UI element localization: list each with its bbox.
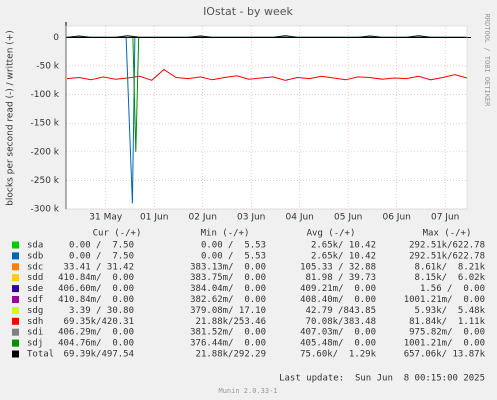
y-tick-label: -150 k (31, 119, 60, 129)
legend-value: 8.61k/ 8.21k (415, 262, 486, 272)
legend-value: 5.93k/ 5.48k (415, 306, 486, 316)
legend-value: 406.29m/ 0.00 (58, 328, 134, 338)
legend-value: 81.98 / 39.73 (306, 273, 376, 283)
y-tick-label: -200 k (31, 147, 60, 157)
legend-value: 33.41 / 31.42 (64, 262, 134, 272)
legend-value: 21.88k/292.29 (196, 350, 266, 360)
legend-swatch (12, 350, 19, 358)
x-tick-label: 01 Jun (140, 213, 168, 223)
legend-value: 1001.21m/ 0.00 (404, 339, 485, 349)
legend-value: 0.00 / 7.50 (69, 241, 134, 251)
y-tick-label: 0 (53, 33, 59, 43)
legend-swatch (12, 328, 19, 336)
legend-value: 0.00 / 5.53 (201, 241, 266, 251)
legend-value: 0.00 / 5.53 (201, 251, 266, 261)
legend-value: 292.51k/622.78 (409, 241, 485, 251)
legend-value: 8.15k/ 6.02k (415, 273, 486, 283)
legend-value: 81.84k/ 1.11k (409, 317, 485, 327)
legend-swatch (12, 285, 19, 293)
chart-title: IOstat - by week (203, 5, 293, 18)
legend-value: 69.39k/497.54 (64, 350, 134, 360)
legend-value: 69.35k/420.31 (64, 317, 134, 327)
legend-value: 2.65k/ 10.42 (311, 251, 376, 261)
x-tick-label: 04 Jun (286, 213, 314, 223)
legend-swatch (12, 252, 19, 260)
legend-name: Total (27, 350, 54, 360)
legend-value: 404.76m/ 0.00 (58, 339, 134, 349)
legend-value: 410.84m/ 0.00 (58, 295, 134, 305)
legend-name: sdh (27, 317, 43, 327)
legend-value: 75.60k/ 1.29k (300, 350, 376, 360)
footer: Munin 2.0.33-1 (218, 387, 277, 395)
legend-name: sdf (27, 295, 43, 305)
legend-value: 406.60m/ 0.00 (58, 284, 134, 294)
last-update: Last update: Sun Jun 8 00:15:00 2025 (279, 374, 485, 384)
x-tick-label: 05 Jun (334, 213, 362, 223)
legend-name: sda (27, 241, 43, 251)
legend-swatch (12, 339, 19, 347)
legend-value: 42.79 /843.85 (306, 306, 376, 316)
legend-value: 384.04m/ 0.00 (190, 284, 266, 294)
legend-value: 383.75m/ 0.00 (190, 273, 266, 283)
legend-header: Min (-/+) (201, 229, 250, 239)
y-tick-label: -250 k (31, 176, 60, 186)
legend-value: 381.52m/ 0.00 (190, 328, 266, 338)
legend-value: 105.33 / 32.88 (300, 262, 376, 272)
legend-value: 383.13m/ 0.00 (190, 262, 266, 272)
legend-swatch (12, 241, 19, 249)
legend-value: 3.39 / 30.80 (69, 306, 134, 316)
legend-name: sde (27, 284, 43, 294)
legend-value: 408.40m/ 0.00 (300, 295, 376, 305)
x-tick-label: 07 Jun (431, 213, 459, 223)
legend-value: 376.44m/ 0.00 (190, 339, 266, 349)
plot-area (66, 26, 467, 209)
legend-name: sdd (27, 273, 43, 283)
watermark: RRDTOOL / TOBI OETIKER (483, 14, 491, 108)
legend-value: 407.03m/ 0.00 (300, 328, 376, 338)
legend-value: 70.08k/383.48 (306, 317, 376, 327)
legend-value: 292.51k/622.78 (409, 251, 485, 261)
legend-swatch (12, 296, 19, 303)
x-tick-label: 06 Jun (382, 213, 410, 223)
y-tick-label: -50 k (36, 62, 60, 72)
x-tick-label: 02 Jun (189, 213, 217, 223)
x-tick-label: 31 May (89, 213, 123, 223)
legend-swatch (12, 306, 19, 314)
legend-value: 405.48m/ 0.00 (300, 339, 376, 349)
legend-value: 1001.21m/ 0.00 (404, 295, 485, 305)
legend-value: 0.00 / 7.50 (69, 251, 134, 261)
y-tick-label: -100 k (31, 90, 60, 100)
legend-name: sdi (27, 328, 43, 338)
plot-frame (65, 25, 468, 210)
legend-value: 410.84m/ 0.00 (58, 273, 134, 283)
legend-name: sdg (27, 306, 43, 316)
legend-swatch (12, 263, 19, 271)
legend-header: Avg (-/+) (307, 229, 356, 239)
legend-value: 2.65k/ 10.42 (311, 241, 376, 251)
legend-name: sdc (27, 262, 43, 272)
legend-value: 382.62m/ 0.00 (190, 295, 266, 305)
legend-name: sdj (27, 339, 43, 349)
legend-value: 379.08m/ 17.10 (190, 306, 266, 316)
legend-name: sdb (27, 251, 43, 261)
y-axis-label: blocks per second read (-) / written (+) (6, 30, 16, 206)
legend-swatch (12, 317, 19, 325)
x-tick-label: 03 Jun (237, 213, 265, 223)
legend-value: 409.21m/ 0.00 (300, 284, 376, 294)
legend-header: Max (-/+) (423, 229, 472, 239)
legend-value: 21.88k/253.46 (196, 317, 266, 327)
legend-value: 1.56 / 0.00 (420, 284, 485, 294)
legend-header: Cur (-/+) (93, 229, 142, 239)
legend-value: 975.82m/ 0.00 (409, 328, 485, 338)
legend-swatch (12, 274, 19, 282)
legend-value: 657.06k/ 13.87k (404, 350, 486, 360)
y-tick-label: -300 k (31, 205, 60, 215)
